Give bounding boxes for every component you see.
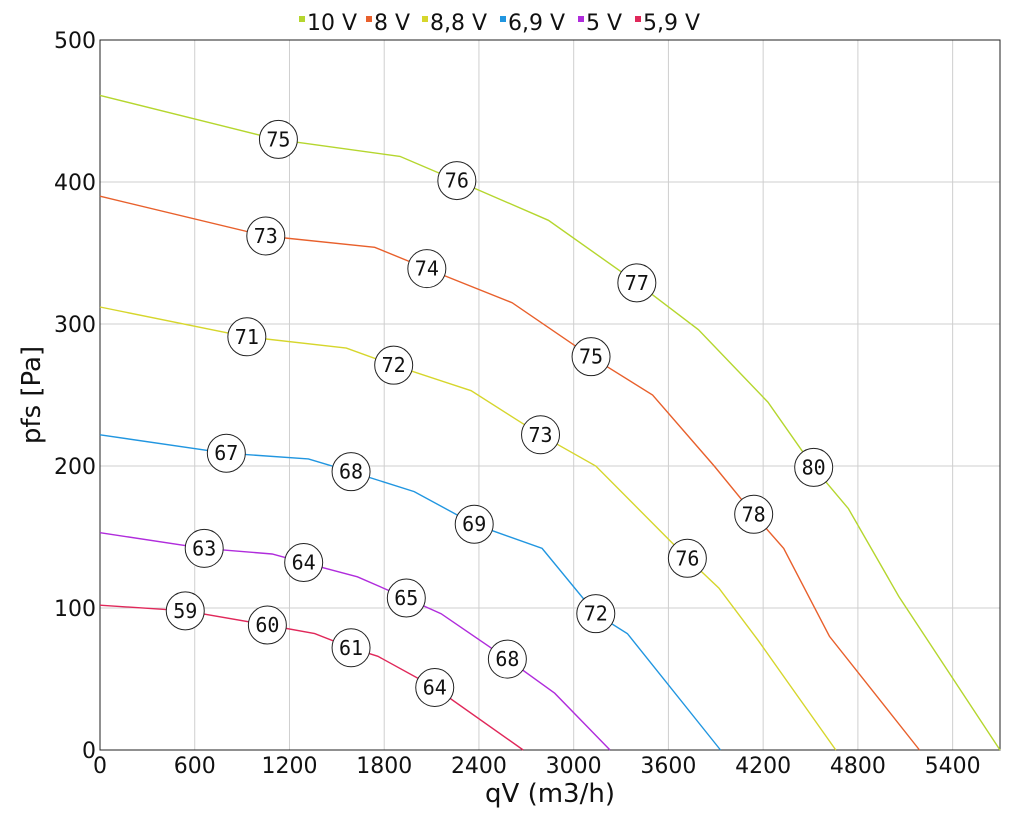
data-label-circle [794,447,834,487]
legend-entry: 10 V [307,11,357,36]
legend-swatch [500,16,506,22]
data-label: 63 [192,536,216,560]
data-label: 76 [675,546,699,570]
data-label: 68 [339,460,363,484]
x-tick-label: 1800 [356,754,412,779]
legend-swatch [366,16,372,22]
y-tick-label: 400 [54,171,96,196]
data-label: 64 [423,676,447,700]
data-label: 80 [802,455,826,479]
legend-entry: 6,9 V [508,11,565,36]
y-tick-label: 300 [54,313,96,338]
data-label: 64 [292,551,316,575]
y-tick-label: 0 [82,739,96,764]
data-label: 67 [214,441,238,465]
series-line [99,532,611,751]
plot-frame [99,39,1001,751]
series-line [99,195,921,751]
data-label-circle [246,216,286,256]
data-label: 75 [579,345,603,369]
data-label-circle [437,161,477,201]
data-label-circle [734,494,774,534]
data-label-circle [571,337,611,377]
data-label: 78 [742,502,766,526]
legend-entry: 8 V [374,11,410,36]
data-label-circle [415,668,455,708]
x-tick-label: 5400 [925,754,981,779]
data-label: 71 [235,325,259,349]
legend-entry: 5,9 V [643,11,700,36]
data-label: 65 [394,586,418,610]
legend-swatch [422,16,428,22]
data-label: 73 [528,423,552,447]
data-label-circle [487,639,527,679]
grid [100,40,1000,750]
data-label: 69 [462,512,486,536]
data-label-circle [617,263,657,303]
legend-swatch [578,16,584,22]
x-tick-label: 3600 [640,754,696,779]
data-labels: 75 76 77 80 73 74 75 78 71 72 73 76 67 68 69 72 63 64 65 68… [165,119,834,708]
data-label-circle [284,543,324,583]
x-axis-ticks: 0 600 1200 1800 2400 3000 3600 4200 4800 5400 [93,754,981,779]
data-label-circle [454,504,494,544]
data-label-circle [247,605,287,645]
data-label-circle [521,415,561,455]
data-label-circle [258,119,298,159]
legend-entry: 5 V [586,11,622,36]
x-tick-label: 600 [174,754,216,779]
data-label: 77 [625,271,649,295]
legend-swatch [635,16,641,22]
data-label: 72 [382,353,406,377]
x-axis-label: qV (m3/h) [485,779,615,809]
data-label: 60 [255,613,279,637]
data-label: 72 [584,602,608,626]
data-label-circle [667,538,707,578]
y-axis-ticks: 0 100 200 300 400 500 [54,29,96,764]
data-label-circle [374,345,414,385]
data-label-circle [407,249,447,289]
x-tick-label: 1200 [261,754,317,779]
data-label-circle [184,528,224,568]
y-tick-label: 500 [54,29,96,54]
legend-swatch [299,16,305,22]
x-tick-label: 4800 [830,754,886,779]
data-label-circle [165,591,205,631]
y-tick-label: 100 [54,597,96,622]
legend: 10 V 8 V 8,8 V 6,9 V 5 V 5,9 V [299,11,700,36]
data-label-circle [576,594,616,634]
legend-entry: 8,8 V [430,11,487,36]
data-label: 59 [173,599,197,623]
x-tick-label: 0 [93,754,107,779]
y-tick-label: 200 [54,455,96,480]
x-tick-label: 4200 [735,754,791,779]
x-tick-label: 2400 [451,754,507,779]
data-label-circle [331,628,371,668]
data-label: 68 [495,647,519,671]
y-axis-label: pfs [Pa] [17,346,47,444]
data-label: 61 [339,636,363,660]
data-label: 73 [254,224,278,248]
data-label-circle [206,433,246,473]
data-label: 74 [415,257,439,281]
data-label-circle [331,452,371,492]
data-label-circle [386,578,426,618]
data-label: 76 [445,169,469,193]
data-label: 75 [266,127,290,151]
data-label-circle [227,317,267,357]
x-tick-label: 3000 [546,754,602,779]
series-line [99,94,1001,751]
